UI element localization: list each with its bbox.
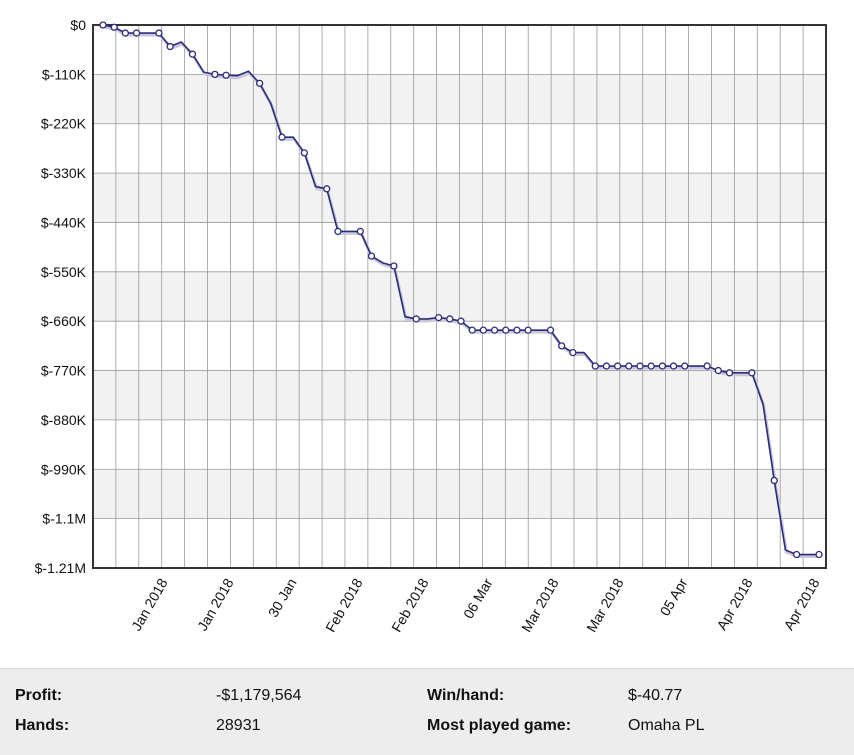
data-point (479, 326, 488, 334)
y-tick-label: $-110K (42, 66, 87, 82)
data-point (602, 362, 611, 370)
x-tick-label: Apr 2018 (780, 575, 822, 632)
data-point (334, 227, 342, 236)
chart-canvas: $0 $-110K $-220K $-330K $-440K $-550K $-660K $-… (35, 17, 827, 635)
data-point (524, 326, 532, 334)
data-point (110, 23, 118, 31)
data-point (121, 29, 130, 37)
data-point (356, 227, 364, 236)
y-tick-label: $-550K (41, 264, 87, 280)
data-point (636, 362, 644, 370)
data-point (99, 21, 107, 29)
data-point (681, 362, 689, 370)
plot-border (92, 24, 827, 569)
data-point (255, 79, 264, 87)
data-point (558, 342, 566, 350)
data-point (613, 362, 622, 370)
data-point (490, 326, 499, 334)
data-point (412, 315, 420, 323)
x-tick-label: 30 Jan (265, 576, 300, 620)
y-tick-label: $-440K (41, 214, 87, 230)
y-tick-label: $-1.1M (42, 511, 86, 527)
x-tick-label: 06 Mar (460, 575, 496, 621)
data-point (457, 317, 465, 325)
y-tick-label: $-330K (41, 165, 87, 181)
winhand-label: Win/hand: (427, 687, 505, 704)
x-tick-label: Apr 2018 (713, 575, 755, 632)
data-point (625, 362, 633, 370)
data-point (748, 369, 756, 377)
y-tick-label: $-990K (41, 461, 87, 477)
data-point (300, 149, 309, 157)
data-point (188, 50, 197, 58)
data-point (703, 362, 711, 370)
x-tick-label: Mar 2018 (583, 575, 627, 634)
profit-label: Profit: (15, 687, 63, 704)
y-tick-label: $-660K (41, 313, 87, 329)
data-point (714, 366, 722, 375)
data-point (468, 326, 476, 334)
data-point (770, 476, 778, 485)
data-point (725, 369, 734, 377)
data-point (502, 326, 510, 334)
stats-panel: Profit: -$1,179,564 Win/hand: $-40.77 Ha… (0, 668, 854, 755)
data-point (166, 42, 174, 51)
data-point (390, 262, 398, 270)
most-played-game-label: Most played game: (427, 717, 572, 734)
x-tick-label: Feb 2018 (322, 575, 366, 634)
data-point (658, 362, 667, 370)
hands-value: 28931 (216, 717, 261, 734)
data-point (647, 362, 655, 370)
data-point (446, 315, 454, 323)
x-tick-label: Mar 2018 (518, 575, 562, 634)
x-tick-label: Jan 2018 (194, 575, 237, 633)
data-point (434, 313, 443, 322)
x-tick-label: 05 Apr (656, 575, 690, 618)
x-tick-label: Feb 2018 (388, 575, 432, 634)
data-point (792, 550, 801, 559)
data-point (155, 29, 163, 37)
data-point (669, 362, 678, 370)
profit-value: -$1,179,564 (216, 687, 302, 704)
x-tick-label: Jan 2018 (128, 575, 171, 633)
data-point (546, 326, 555, 334)
profit-chart: $0 $-110K $-220K $-330K $-440K $-550K $-660K $-… (34, 17, 827, 635)
data-point (513, 326, 521, 334)
y-tick-label: $-1.21M (35, 560, 86, 576)
data-point (278, 133, 286, 141)
data-point (211, 70, 219, 79)
y-tick-label: $0 (70, 17, 86, 33)
data-point (323, 185, 331, 193)
data-point (815, 550, 823, 559)
y-tick-label: $-770K (41, 363, 87, 379)
y-tick-label: $-880K (41, 412, 87, 428)
data-point (367, 252, 376, 260)
data-point (591, 362, 599, 370)
hands-label: Hands: (15, 717, 70, 734)
winhand-value: $-40.77 (628, 687, 683, 704)
data-point (132, 29, 141, 37)
y-tick-label: $-220K (41, 116, 87, 132)
data-point (569, 348, 577, 357)
data-point (222, 71, 230, 79)
most-played-game-value: Omaha PL (628, 717, 705, 734)
